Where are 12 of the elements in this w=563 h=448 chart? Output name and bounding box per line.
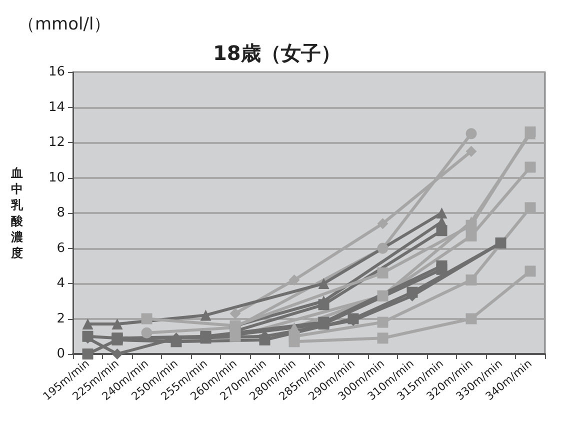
chart-title: 18歳（女子） [213, 41, 341, 65]
y-axis-title: 血中乳酸濃度 [10, 166, 24, 260]
y-tick-label: 14 [48, 100, 65, 115]
y-tick-label: 6 [56, 240, 65, 256]
text: （mmol/l） [18, 14, 111, 34]
y-tick-label: 12 [48, 135, 65, 150]
y-tick-label: 4 [56, 276, 65, 291]
y-tick-label: 0 [56, 346, 65, 362]
y-tick-label: 2 [56, 311, 65, 326]
y-tick-label: 8 [56, 206, 65, 220]
y-tick-label: 16 [48, 64, 65, 80]
y-tick-label: 10 [48, 170, 65, 186]
